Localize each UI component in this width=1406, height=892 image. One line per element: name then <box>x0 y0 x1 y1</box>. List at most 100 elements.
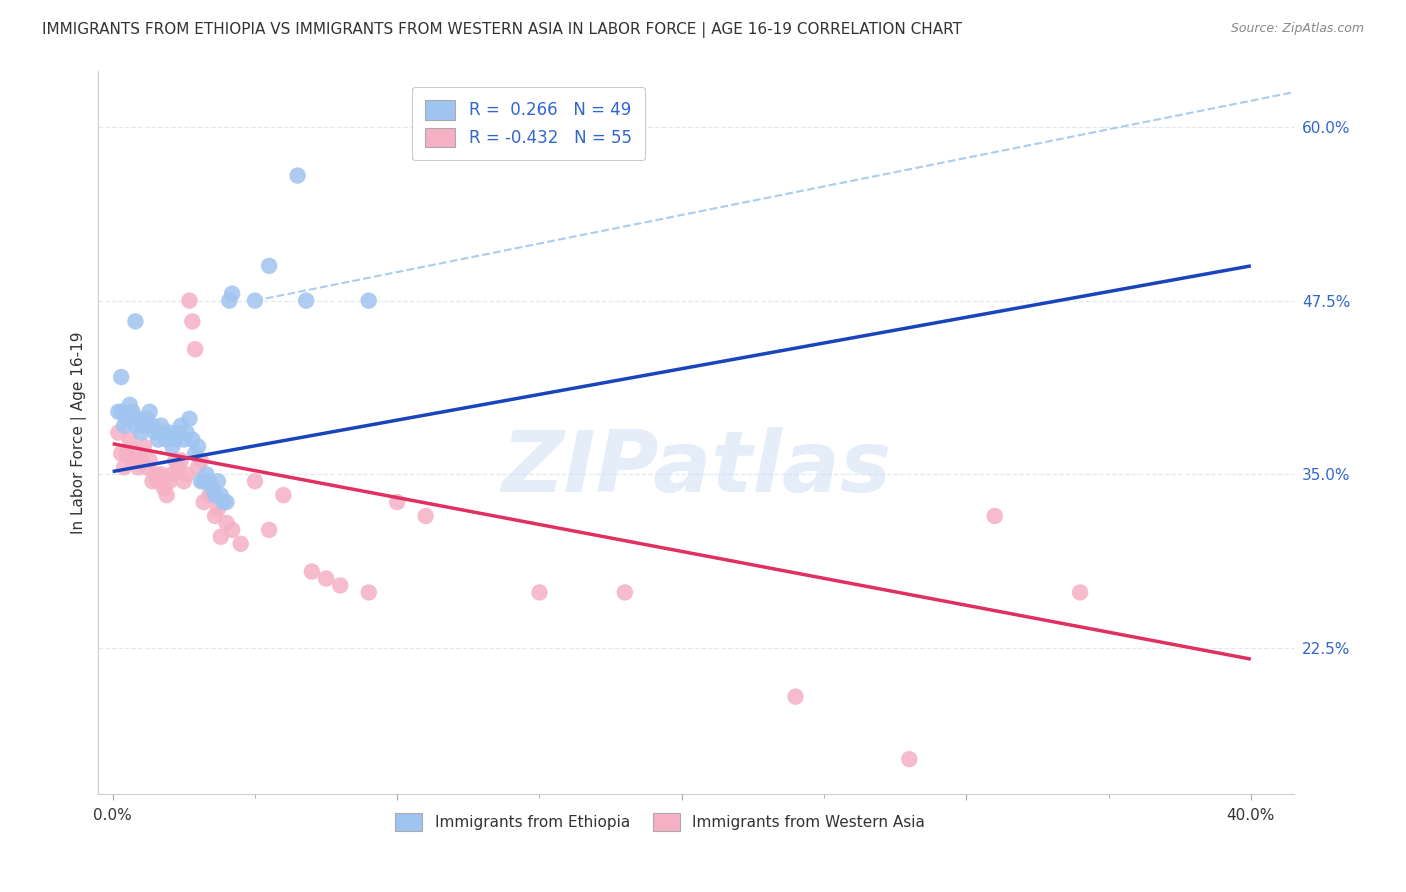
Point <box>257 259 280 273</box>
Point <box>150 467 173 482</box>
Point <box>193 495 215 509</box>
Point <box>207 502 229 516</box>
Point <box>156 433 179 447</box>
Point <box>179 293 201 308</box>
Point <box>153 425 176 440</box>
Point <box>159 475 181 489</box>
Point <box>162 440 184 454</box>
Point <box>785 690 807 704</box>
Point <box>204 508 226 523</box>
Point <box>257 523 280 537</box>
Point <box>198 488 221 502</box>
Point <box>529 585 551 599</box>
Point <box>135 411 157 425</box>
Point <box>167 460 190 475</box>
Point <box>195 467 218 482</box>
Point <box>121 405 143 419</box>
Y-axis label: In Labor Force | Age 16-19: In Labor Force | Age 16-19 <box>72 331 87 534</box>
Point <box>357 585 380 599</box>
Point <box>156 488 179 502</box>
Point <box>198 475 221 489</box>
Point <box>141 475 163 489</box>
Point <box>138 453 160 467</box>
Point <box>129 425 152 440</box>
Point <box>115 411 138 425</box>
Point <box>212 495 235 509</box>
Point <box>229 537 252 551</box>
Point <box>415 508 437 523</box>
Point <box>207 475 229 489</box>
Point <box>143 467 166 482</box>
Text: IMMIGRANTS FROM ETHIOPIA VS IMMIGRANTS FROM WESTERN ASIA IN LABOR FORCE | AGE 16: IMMIGRANTS FROM ETHIOPIA VS IMMIGRANTS F… <box>42 22 962 38</box>
Point <box>301 565 323 579</box>
Point <box>218 293 240 308</box>
Point <box>184 446 207 460</box>
Point <box>184 343 207 357</box>
Point <box>287 169 309 183</box>
Point <box>315 572 337 586</box>
Point <box>181 314 204 328</box>
Legend: Immigrants from Ethiopia, Immigrants from Western Asia: Immigrants from Ethiopia, Immigrants fro… <box>389 807 931 837</box>
Point <box>124 418 146 433</box>
Point <box>148 475 170 489</box>
Point <box>613 585 636 599</box>
Point <box>121 453 143 467</box>
Point <box>165 453 187 467</box>
Point <box>135 460 157 475</box>
Point <box>243 293 266 308</box>
Point <box>110 405 132 419</box>
Point <box>138 405 160 419</box>
Point <box>221 286 243 301</box>
Point <box>129 453 152 467</box>
Point <box>201 481 224 495</box>
Point <box>159 425 181 440</box>
Point <box>181 433 204 447</box>
Point <box>215 516 238 530</box>
Point <box>127 411 149 425</box>
Text: ZIPatlas: ZIPatlas <box>501 427 891 510</box>
Point <box>385 495 409 509</box>
Point <box>984 508 1007 523</box>
Point <box>201 481 224 495</box>
Point <box>148 433 170 447</box>
Point <box>132 440 155 454</box>
Point <box>110 370 132 384</box>
Point <box>204 488 226 502</box>
Point <box>153 481 176 495</box>
Point <box>195 475 218 489</box>
Point <box>162 467 184 482</box>
Point <box>124 314 146 328</box>
Point <box>215 495 238 509</box>
Point <box>243 475 266 489</box>
Point <box>150 418 173 433</box>
Point <box>115 446 138 460</box>
Point <box>141 418 163 433</box>
Point <box>273 488 295 502</box>
Point <box>415 106 437 120</box>
Point <box>295 293 318 308</box>
Point <box>107 405 129 419</box>
Point <box>193 475 215 489</box>
Point <box>170 418 193 433</box>
Point <box>209 530 232 544</box>
Point <box>167 425 190 440</box>
Point <box>329 578 352 592</box>
Point <box>118 433 141 447</box>
Point <box>357 293 380 308</box>
Point <box>112 418 135 433</box>
Point <box>132 418 155 433</box>
Point <box>176 425 198 440</box>
Point <box>107 425 129 440</box>
Point <box>221 523 243 537</box>
Point <box>170 453 193 467</box>
Point <box>179 411 201 425</box>
Point <box>110 446 132 460</box>
Point <box>112 460 135 475</box>
Point <box>124 446 146 460</box>
Text: Source: ZipAtlas.com: Source: ZipAtlas.com <box>1230 22 1364 36</box>
Point <box>209 488 232 502</box>
Point <box>187 440 209 454</box>
Point <box>190 453 212 467</box>
Point <box>176 467 198 482</box>
Point <box>898 752 921 766</box>
